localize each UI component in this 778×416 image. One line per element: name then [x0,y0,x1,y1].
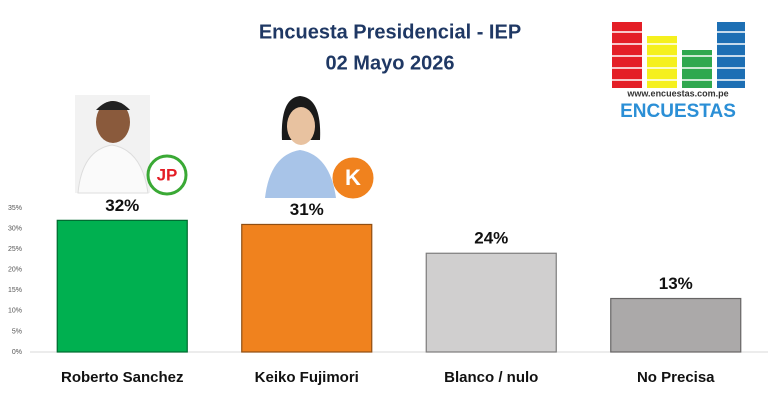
logo-bar [717,22,745,88]
y-tick-label: 35% [8,205,22,212]
bar [56,219,188,353]
chart-subtitle: 02 Mayo 2026 [326,52,455,74]
logo-url: www.encuestas.com.pe [626,88,728,98]
bar [241,223,373,353]
y-tick-label: 25% [8,246,22,253]
party-logo-text: JP [157,165,178,184]
value-label: 24% [474,229,508,248]
chart-title: Encuesta Presidencial - IEP [259,21,521,43]
x-tick-label: Blanco / nulo [444,369,538,386]
party-logo-text: K [345,165,361,190]
y-tick-label: 10% [8,308,22,315]
logo-bar [612,22,642,88]
candidate-photo [262,95,337,198]
y-tick-label: 0% [12,349,22,356]
value-label: 32% [105,196,139,215]
logo-stripes [610,31,747,81]
bar [425,252,557,353]
x-tick-label: Keiko Fujimori [255,369,359,386]
value-label: 13% [659,274,693,293]
y-tick-label: 5% [12,328,22,335]
party-logo [332,157,374,199]
y-tick-label: 15% [8,287,22,294]
brand-logo: www.encuestas.com.pe ENCUESTAS [610,22,747,122]
y-tick-label: 20% [8,267,22,274]
value-label: 31% [290,200,324,219]
party-logo [146,154,188,196]
candidate-photo [75,95,150,194]
x-tick-label: No Precisa [637,369,715,386]
x-tick-label: Roberto Sanchez [61,369,184,386]
y-tick-label: 30% [8,225,22,232]
logo-name: ENCUESTAS [620,101,736,122]
bar [610,297,742,353]
